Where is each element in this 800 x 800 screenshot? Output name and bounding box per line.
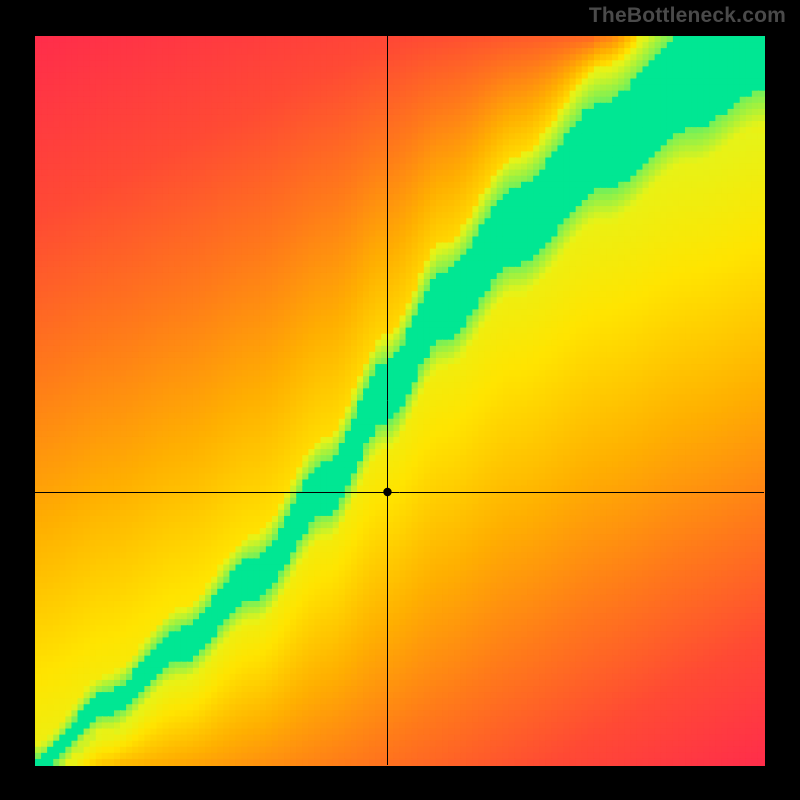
figure-root: TheBottleneck.com <box>0 0 800 800</box>
heatmap-canvas <box>0 0 800 800</box>
watermark-text: TheBottleneck.com <box>589 4 786 28</box>
